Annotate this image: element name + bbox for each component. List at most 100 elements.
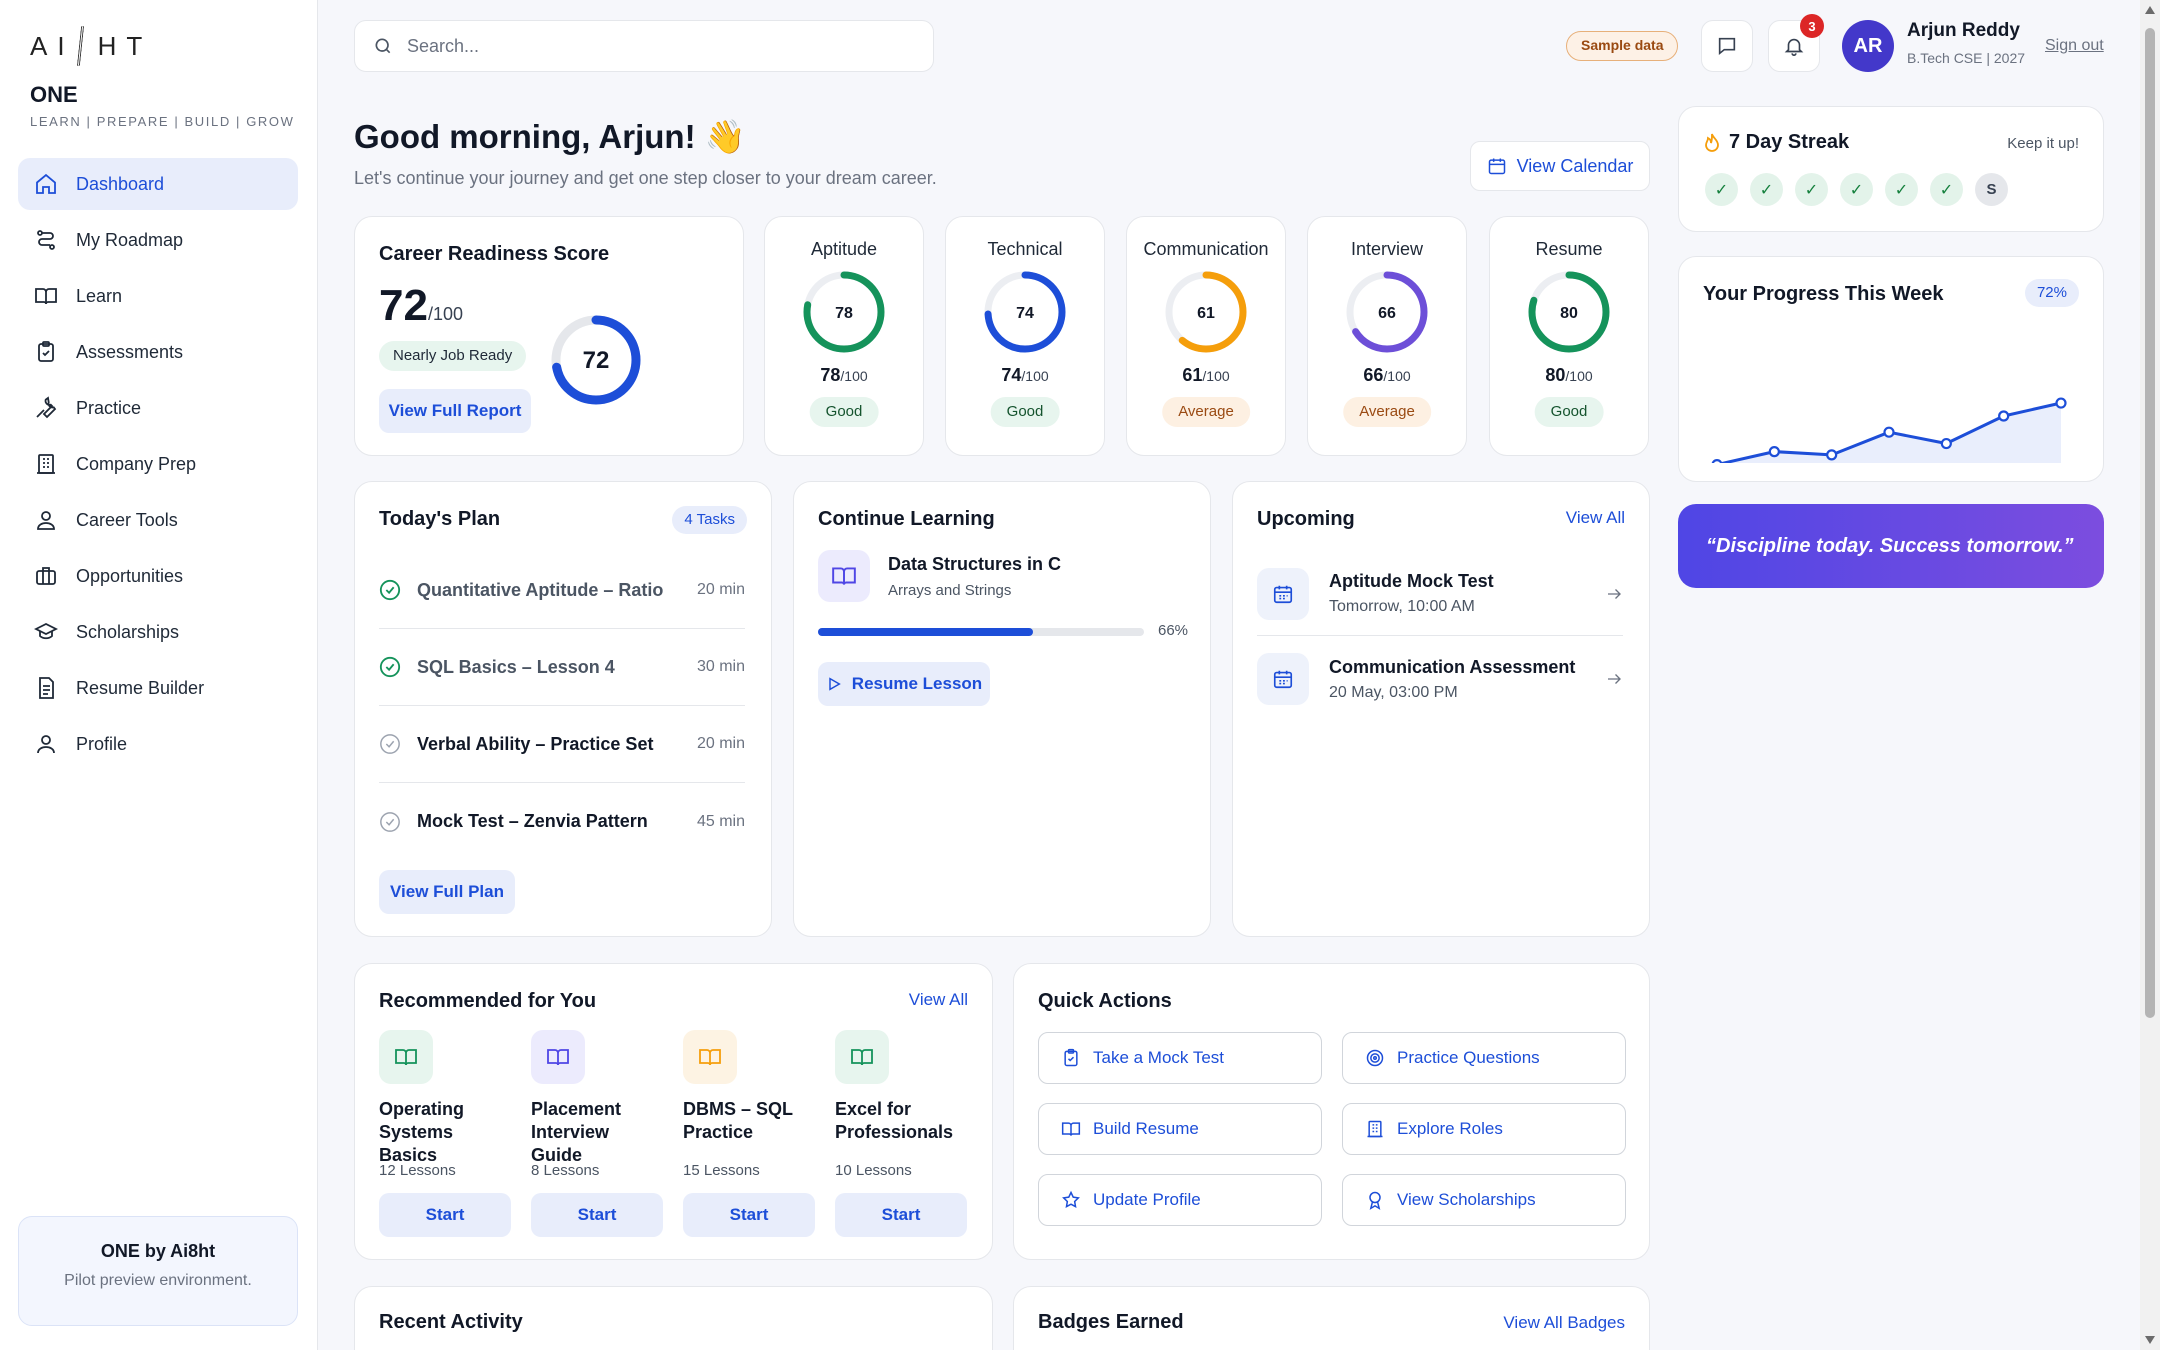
user-icon [37,735,55,754]
play-icon [829,677,841,691]
graduation-cap-icon [34,622,58,640]
upcoming-card: Upcoming View All Aptitude Mock Test Tom… [1232,481,1650,937]
view-scholarships-button[interactable]: View Scholarships [1342,1174,1626,1226]
metric-ring-arc [803,271,885,353]
metric-ring: 78 [803,271,885,353]
building-icon [37,454,55,474]
weekly-progress-badge: 72% [2024,279,2079,307]
sidebar-item-my-roadmap[interactable]: My Roadmap [18,214,298,266]
sidebar-item-opportunities[interactable]: Opportunities [18,550,298,602]
page-scrollbar[interactable] [2140,0,2160,1350]
notification-count-badge: 3 [1800,14,1824,38]
chart-point [1940,437,1952,450]
card-title: Quick Actions [1038,990,1172,1012]
recommended-course: DBMS – SQL Practice 15 Lessons Start [683,1030,815,1237]
sidebar-item-assessments[interactable]: Assessments [18,326,298,378]
messages-button[interactable] [1701,20,1753,72]
course-lessons: 15 Lessons [683,1162,760,1179]
plan-item[interactable]: Mock Test – Zenvia Pattern 45 min [379,783,745,860]
sidebar-item-scholarships[interactable]: Scholarships [18,606,298,658]
quick-actions-card: Quick Actions Take a Mock Test Practice … [1013,963,1650,1260]
flame-icon [1705,133,1719,152]
metric-name: Interview [1350,239,1424,259]
scroll-down-arrow[interactable] [2145,1336,2155,1344]
avatar[interactable]: AR [1842,20,1894,72]
logo-mark [76,26,84,66]
sign-out-link[interactable]: Sign out [2045,37,2104,54]
calendar-icon [1273,670,1293,689]
metric-value-total: /100 [1202,368,1230,384]
sidebar-item-company-prep[interactable]: Company Prep [18,438,298,490]
practice-questions-button[interactable]: Practice Questions [1342,1032,1626,1084]
card-title: Your Progress This Week [1703,283,1944,305]
start-course-button[interactable]: Start [379,1193,511,1237]
search-icon [375,38,391,54]
start-course-button[interactable]: Start [835,1193,967,1237]
sidebar-item-label: My Roadmap [76,229,184,250]
take-mock-test-button[interactable]: Take a Mock Test [1038,1032,1322,1084]
card-title: Recent Activity [379,1311,523,1333]
user-badge-icon [37,511,55,530]
update-profile-button[interactable]: Update Profile [1038,1174,1322,1226]
explore-roles-button[interactable]: Explore Roles [1342,1103,1626,1155]
plan-item[interactable]: SQL Basics – Lesson 4 30 min [379,629,745,706]
metric-ring-label: 74 [1016,305,1034,322]
metric-name: Communication [1143,239,1269,259]
view-calendar-button[interactable]: View Calendar [1470,141,1650,191]
course-name: Operating Systems Basics [379,1099,465,1165]
sidebar-item-profile[interactable]: Profile [18,718,298,770]
arrow-right-icon [1608,674,1621,684]
course-thumbnail [379,1030,433,1084]
sidebar-item-practice[interactable]: Practice [18,382,298,434]
quick-action-label: Update Profile [1093,1190,1201,1209]
view-all-badges-link[interactable]: View All Badges [1503,1313,1625,1332]
book-icon [699,1049,721,1066]
metric-ring-arc [1528,271,1610,353]
recommended-course: Excel for Professionals 10 Lessons Start [835,1030,967,1237]
book-icon [35,288,57,305]
plan-item[interactable]: Quantitative Aptitude – Ratio 20 min [379,552,745,629]
sidebar-nav: Dashboard My Roadmap Learn Assessments P… [18,158,298,774]
page-title: Good morning, Arjun! 👋 [354,118,746,155]
weekly-progress-chart [1711,397,2067,463]
course-title: Data Structures in C [888,554,1062,574]
sidebar-item-label: Company Prep [76,453,197,474]
streak-day-pending: S [1975,173,2008,206]
book-icon [851,1049,873,1066]
metric-value-total: /100 [840,368,868,384]
award-icon [1369,1191,1381,1210]
scroll-up-arrow[interactable] [2145,6,2155,14]
sidebar-item-resume-builder[interactable]: Resume Builder [18,662,298,714]
start-course-button[interactable]: Start [531,1193,663,1237]
streak-day-done: ✓ [1930,173,1963,206]
scrollbar-thumb[interactable] [2145,28,2155,1018]
upcoming-item[interactable]: Communication Assessment 20 May, 03:00 P… [1257,637,1623,721]
sidebar-item-label: Resume Builder [76,677,205,698]
resume-lesson-button[interactable]: Resume Lesson [818,662,990,706]
view-full-plan-button[interactable]: View Full Plan [379,870,515,914]
recommended-view-all-link[interactable]: View All [908,990,968,1009]
sidebar-item-career-tools[interactable]: Career Tools [18,494,298,546]
streak-day-done: ✓ [1840,173,1873,206]
plan-item[interactable]: Verbal Ability – Practice Set 20 min [379,706,745,783]
start-course-button[interactable]: Start [683,1193,815,1237]
logo[interactable]: AI HT [30,26,152,66]
upcoming-view-all-link[interactable]: View All [1565,508,1625,527]
streak-day-done: ✓ [1705,173,1738,206]
briefcase-icon [36,567,56,585]
metric-value-number: 80 [1545,365,1566,385]
metric-value-number: 74 [1001,365,1022,385]
streak-days: ✓ ✓ ✓ ✓ ✓ ✓ S [1705,173,2008,206]
metric-value: 61/100 [1127,365,1285,386]
metric-value-total: /100 [1565,368,1593,384]
build-resume-button[interactable]: Build Resume [1038,1103,1322,1155]
event-thumbnail [1257,567,1309,620]
plan-item-label: SQL Basics – Lesson 4 [417,656,615,677]
upcoming-item[interactable]: Aptitude Mock Test Tomorrow, 10:00 AM [1257,552,1623,636]
view-full-report-button[interactable]: View Full Report [379,389,531,433]
course-topic: Arrays and Strings [888,582,1012,599]
book-icon [832,567,856,585]
sidebar-item-learn[interactable]: Learn [18,270,298,322]
search-input[interactable] [407,35,887,57]
sidebar-item-dashboard[interactable]: Dashboard [18,158,298,210]
